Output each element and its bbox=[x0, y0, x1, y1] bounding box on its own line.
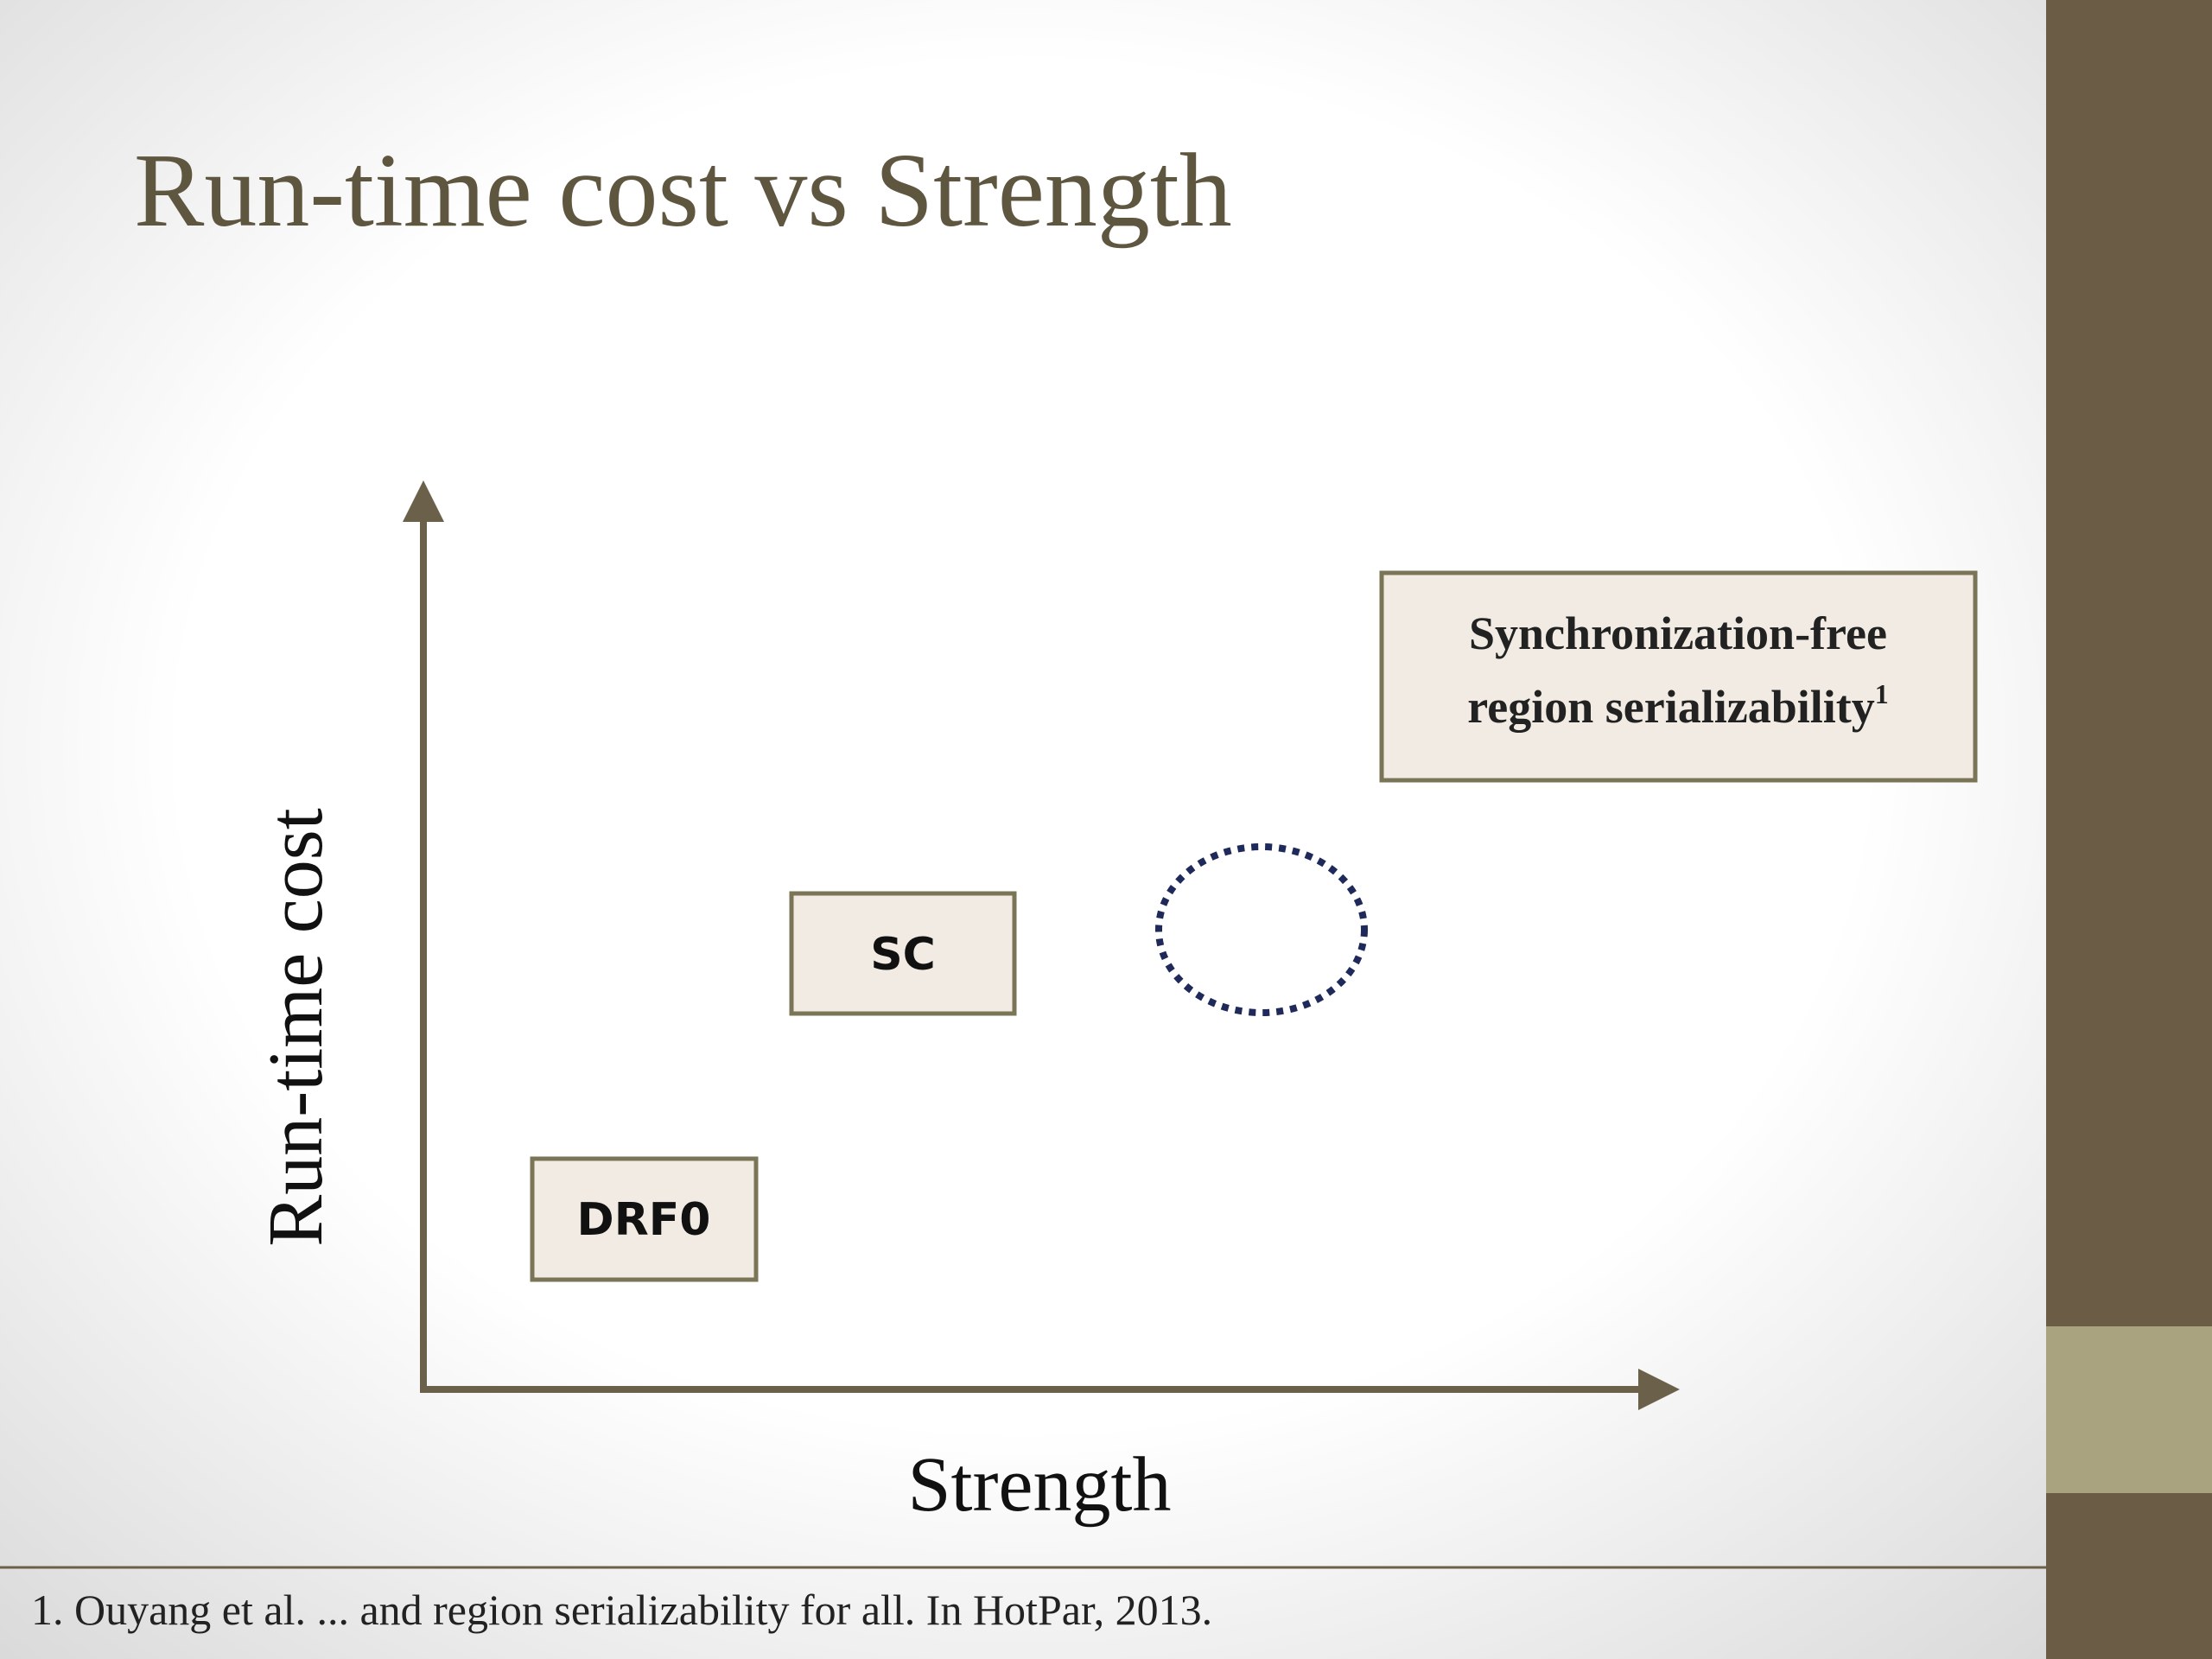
srs-label-text: region serializability bbox=[1467, 681, 1874, 733]
background bbox=[0, 0, 2046, 1659]
srs-box bbox=[1379, 570, 1978, 783]
y-axis-label: Run-time cost bbox=[253, 808, 339, 1246]
sc-label: SC bbox=[870, 929, 936, 981]
srs-label-line: Synchronization-free bbox=[1469, 607, 1887, 659]
x-axis-label: Strength bbox=[908, 1442, 1172, 1528]
srs-label-line: region serializability1 bbox=[1467, 678, 1888, 733]
superscript: 1 bbox=[1875, 678, 1889, 709]
drf0-label: DRF0 bbox=[577, 1194, 711, 1246]
footnote: 1. Ouyang et al. ... and region serializ… bbox=[31, 1586, 1212, 1634]
slide-title: Run-time cost vs Strength bbox=[134, 132, 1232, 249]
sc-box bbox=[789, 891, 1017, 1016]
drf0-box bbox=[530, 1156, 759, 1282]
dotted-ellipse bbox=[1155, 843, 1368, 1016]
side-bar-accent bbox=[2046, 1326, 2212, 1493]
